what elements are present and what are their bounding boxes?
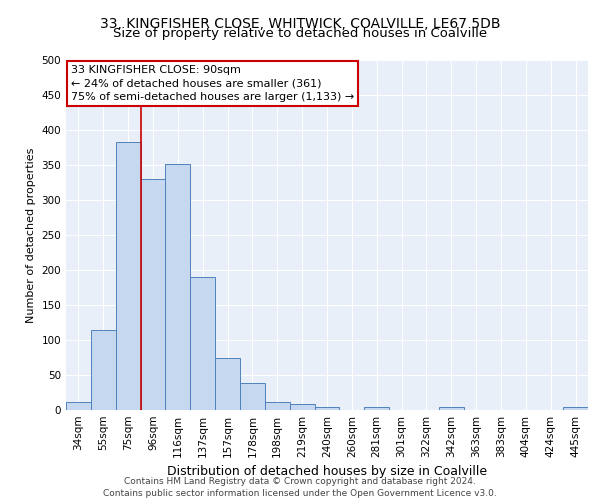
Bar	[66, 402, 91, 410]
Text: 33, KINGFISHER CLOSE, WHITWICK, COALVILLE, LE67 5DB: 33, KINGFISHER CLOSE, WHITWICK, COALVILL…	[100, 18, 500, 32]
Bar	[140, 179, 166, 410]
Bar	[116, 142, 140, 410]
X-axis label: Distribution of detached houses by size in Coalville: Distribution of detached houses by size …	[167, 466, 487, 478]
Bar	[240, 384, 265, 410]
Text: Contains HM Land Registry data © Crown copyright and database right 2024.
Contai: Contains HM Land Registry data © Crown c…	[103, 476, 497, 498]
Bar	[190, 277, 215, 410]
Bar	[563, 407, 588, 410]
Bar	[91, 330, 116, 410]
Y-axis label: Number of detached properties: Number of detached properties	[26, 148, 36, 322]
Text: 33 KINGFISHER CLOSE: 90sqm
← 24% of detached houses are smaller (361)
75% of sem: 33 KINGFISHER CLOSE: 90sqm ← 24% of deta…	[71, 66, 355, 102]
Bar	[215, 358, 240, 410]
Text: Size of property relative to detached houses in Coalville: Size of property relative to detached ho…	[113, 28, 487, 40]
Bar	[166, 164, 190, 410]
Bar	[314, 407, 340, 410]
Bar	[290, 404, 314, 410]
Bar	[364, 407, 389, 410]
Bar	[265, 402, 290, 410]
Bar	[439, 407, 464, 410]
